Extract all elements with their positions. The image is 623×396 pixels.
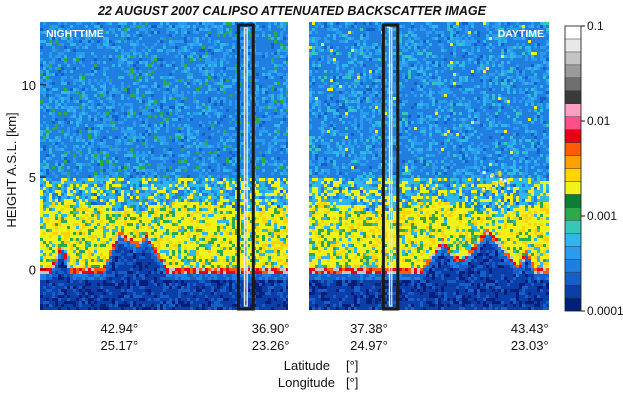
colorbar-tick-label: 0.1 <box>587 19 604 33</box>
colorbar-segment <box>564 90 582 104</box>
highlight-inner <box>388 27 393 307</box>
night-panel <box>40 22 288 310</box>
x-axis-lon-unit: [°] <box>346 375 358 390</box>
colorbar-segment <box>564 64 582 79</box>
colorbar: 0.1 0.01 0.001 0.0001 <box>564 19 623 318</box>
colorbar-tick-label: 0.01 <box>587 114 611 128</box>
x-tick-lon: 25.17° <box>100 338 138 353</box>
day-panel <box>309 22 549 310</box>
colorbar-segment <box>564 284 582 299</box>
x-tick-lon: 23.03° <box>511 338 549 353</box>
x-axis-lat-unit: [°] <box>346 358 358 373</box>
chart-title: 22 AUGUST 2007 CALIPSO ATTENUATED BACKSC… <box>97 4 487 18</box>
colorbar-segment <box>564 194 582 208</box>
x-axis-lat-name: Latitude <box>284 358 330 373</box>
colorbar-tick-label: 0.0001 <box>587 304 623 318</box>
x-tick-lon: 24.97° <box>350 338 388 353</box>
colorbar-segment <box>564 168 582 182</box>
colorbar-segment <box>564 25 582 40</box>
highlight-boxes <box>236 23 400 311</box>
colorbar-segment <box>564 142 582 156</box>
x-tick-lat: 37.38° <box>350 321 388 336</box>
colorbar-segment <box>564 297 582 312</box>
x-tick-lat: 42.94° <box>100 321 138 336</box>
colorbar-segment <box>564 258 582 273</box>
colorbar-segment <box>564 77 582 91</box>
y-tick-label: 0 <box>29 262 36 277</box>
colorbar-segment <box>564 51 582 66</box>
highlight-inner <box>243 27 248 307</box>
x-tick-lon: 23.26° <box>252 338 290 353</box>
x-tick-lat: 43.43° <box>511 321 549 336</box>
night-label: NIGHTTIME <box>46 28 104 40</box>
colorbar-segment <box>564 220 582 234</box>
x-tick-lat: 36.90° <box>252 321 290 336</box>
highlight-box <box>381 23 400 311</box>
colorbar-tick-label: 0.001 <box>587 209 617 223</box>
x-ticks: 42.94° 25.17° 36.90° 23.26° 37.38° 24.97° 43.4… <box>100 321 548 353</box>
y-ticks: 0 5 10 <box>22 78 46 277</box>
x-axis-lon-name: Longitude <box>278 375 335 390</box>
colorbar-segment <box>564 271 582 286</box>
colorbar-segment <box>564 246 582 260</box>
y-axis-label: HEIGHT A.S.L. [km] <box>4 112 19 227</box>
y-tick-label: 10 <box>22 78 36 93</box>
y-tick-label: 5 <box>29 170 36 185</box>
colorbar-segment <box>564 116 582 130</box>
colorbar-segment <box>564 129 582 143</box>
colorbar-segment <box>564 207 582 221</box>
colorbar-segment <box>564 155 582 169</box>
highlight-box <box>236 23 255 311</box>
colorbar-segment <box>564 233 582 247</box>
colorbar-segment <box>564 38 582 53</box>
day-label: DAYTIME <box>498 28 544 40</box>
colorbar-segment <box>564 181 582 195</box>
colorbar-segment <box>564 103 582 117</box>
